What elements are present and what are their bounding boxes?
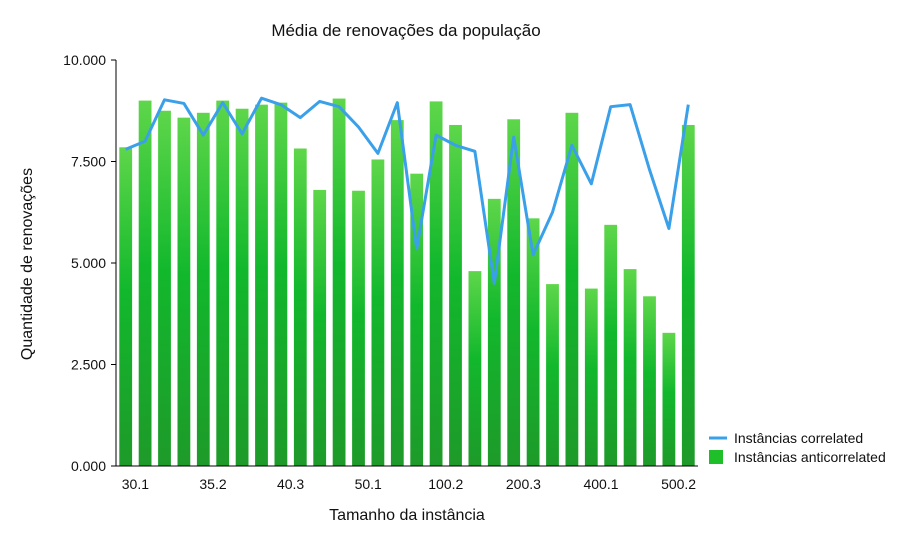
legend: Instâncias correlated Instâncias anticor… [709, 430, 886, 465]
line-group [125, 96, 690, 285]
bar [177, 117, 191, 467]
bar [507, 119, 521, 466]
bar [352, 190, 365, 467]
bar [332, 98, 346, 466]
bar [643, 296, 656, 466]
bars-group [119, 98, 695, 467]
bar [119, 147, 133, 467]
x-tick-label: 40.3 [277, 476, 304, 492]
bar [526, 218, 540, 466]
bar [196, 112, 210, 466]
bar [449, 124, 462, 467]
y-tick-label: 5.000 [71, 255, 106, 271]
x-tick-label: 500.2 [661, 476, 696, 492]
x-tick-label: 35.2 [199, 476, 226, 492]
legend-label-anticorrelated: Instâncias anticorrelated [734, 449, 886, 465]
x-tick-label: 200.3 [506, 476, 541, 492]
bar [429, 101, 443, 466]
bar [255, 104, 268, 466]
legend-label-correlated: Instâncias correlated [734, 430, 863, 446]
bar [371, 159, 385, 466]
bar [410, 173, 424, 466]
bar [662, 332, 676, 466]
bar [235, 108, 249, 466]
bar [468, 271, 482, 466]
x-tick-label: 400.1 [583, 476, 618, 492]
legend-swatch-anticorrelated [709, 450, 723, 464]
x-tick-label: 100.2 [428, 476, 463, 492]
bar [584, 288, 598, 466]
bar [158, 110, 171, 466]
x-ticks-group: 30.1 35.2 40.3 50.1 100.2 200.3 400.1 500.2 [122, 476, 697, 492]
y-tick-label: 10.000 [63, 52, 106, 68]
bar [623, 269, 637, 466]
bar [138, 100, 152, 466]
bar [565, 112, 579, 466]
y-axis-label: Quantidade de renovações [19, 168, 36, 360]
bar [546, 284, 559, 466]
bar [681, 124, 695, 467]
y-tick-label: 2.500 [71, 357, 106, 373]
bar [274, 102, 288, 466]
chart-title: Média de renovações da população [271, 21, 540, 40]
bar [313, 189, 327, 467]
x-tick-label: 50.1 [355, 476, 382, 492]
y-tick-label: 7.500 [71, 154, 106, 170]
bar [293, 148, 307, 466]
x-axis-label: Tamanho da instância [329, 507, 485, 524]
y-tick-label: 0.000 [71, 458, 106, 474]
bar [216, 100, 230, 466]
y-ticks-group: 0.000 2.500 5.000 7.500 10.000 [63, 52, 116, 474]
series-line-correlated [125, 96, 690, 285]
bar [390, 120, 404, 466]
bar [604, 224, 618, 466]
x-tick-label: 30.1 [122, 476, 149, 492]
